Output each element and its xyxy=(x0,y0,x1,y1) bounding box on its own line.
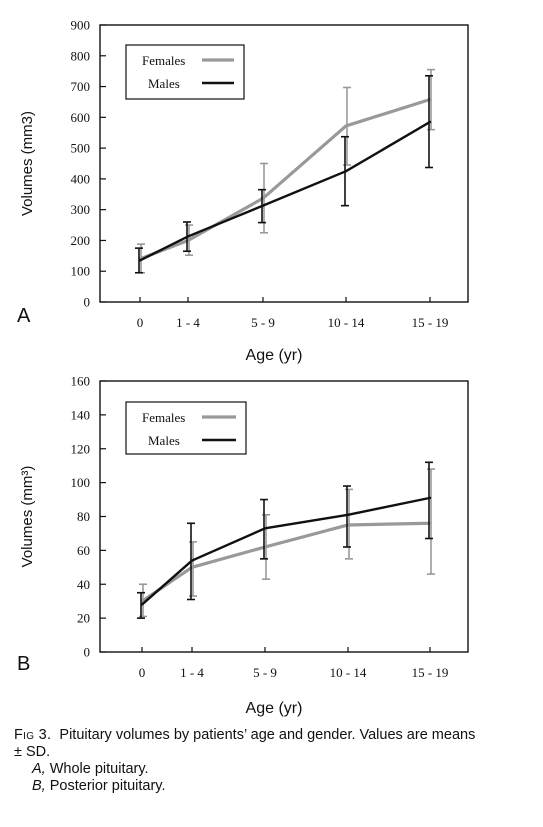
y-tick-label: 900 xyxy=(71,18,91,33)
caption-b-text: Posterior pituitary. xyxy=(49,778,166,794)
data-point xyxy=(428,120,432,124)
x-tick-label: 1 - 4 xyxy=(176,315,200,330)
data-point xyxy=(263,527,267,530)
y-tick-label: 0 xyxy=(84,645,91,660)
series-line-males xyxy=(139,120,431,262)
data-point xyxy=(428,496,432,500)
data-point xyxy=(346,513,350,517)
panel-label: A xyxy=(17,305,31,327)
y-tick-label: 100 xyxy=(71,264,91,279)
x-tick-label: 5 - 9 xyxy=(251,315,275,330)
x-tick-label: 0 xyxy=(137,315,144,330)
figure-caption: Fig 3. Pituitary volumes by patients’ ag… xyxy=(14,727,484,795)
legend-label-males: Males xyxy=(148,76,180,91)
series-line-males xyxy=(141,496,431,606)
data-point xyxy=(140,603,144,606)
y-tick-label: 300 xyxy=(71,202,91,217)
panel-label: B xyxy=(17,653,30,675)
y-tick-label: 60 xyxy=(77,543,90,558)
y-axis-label: Volumes (mm³) xyxy=(19,466,36,568)
caption-a-label: A, xyxy=(32,761,46,777)
caption-text: Pituitary volumes by patients’ age and g… xyxy=(14,727,476,760)
legend-box xyxy=(125,44,245,100)
series-line-females xyxy=(141,521,431,603)
data-point xyxy=(261,204,265,207)
y-tick-label: 400 xyxy=(71,171,91,186)
legend-label-males: Males xyxy=(148,433,180,448)
legend-box xyxy=(125,401,247,455)
data-point xyxy=(190,559,194,562)
caption-a-text: Whole pituitary. xyxy=(49,761,149,777)
caption-b-label: B, xyxy=(32,778,46,794)
y-tick-label: 160 xyxy=(71,374,91,389)
data-point xyxy=(344,124,348,128)
y-tick-label: 700 xyxy=(71,79,91,94)
y-tick-label: 100 xyxy=(71,475,91,490)
data-point xyxy=(186,235,190,238)
y-tick-label: 600 xyxy=(71,110,91,125)
x-tick-label: 0 xyxy=(139,665,146,680)
y-axis-label: Volumes (mm3) xyxy=(19,111,36,216)
data-point xyxy=(138,259,142,262)
y-tick-label: 800 xyxy=(71,48,91,63)
x-tick-label: 15 - 19 xyxy=(412,315,449,330)
plot-frame xyxy=(99,24,469,303)
y-tick-label: 120 xyxy=(71,441,91,456)
legend-label-females: Females xyxy=(142,410,185,425)
y-tick-label: 40 xyxy=(77,577,90,592)
x-axis-label: Age (yr) xyxy=(246,347,303,364)
x-tick-label: 1 - 4 xyxy=(180,665,204,680)
y-tick-label: 140 xyxy=(71,407,91,422)
data-point xyxy=(344,169,348,173)
y-tick-label: 200 xyxy=(71,233,91,248)
x-tick-label: 10 - 14 xyxy=(328,315,365,330)
y-tick-label: 0 xyxy=(84,295,91,310)
legend-label-females: Females xyxy=(142,53,185,68)
x-tick-label: 10 - 14 xyxy=(330,665,367,680)
y-tick-label: 20 xyxy=(77,611,90,626)
y-tick-label: 500 xyxy=(71,141,91,156)
series-line-females xyxy=(139,97,431,261)
y-tick-label: 80 xyxy=(77,509,90,524)
x-tick-label: 15 - 19 xyxy=(412,665,449,680)
x-axis-label: Age (yr) xyxy=(246,700,303,717)
caption-figure-label: Fig 3. xyxy=(14,727,52,743)
x-tick-label: 5 - 9 xyxy=(253,665,277,680)
